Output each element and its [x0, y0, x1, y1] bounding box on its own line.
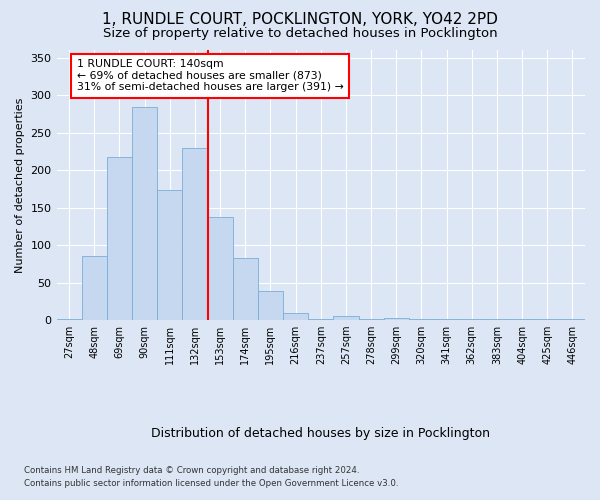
Text: Contains public sector information licensed under the Open Government Licence v3: Contains public sector information licen…	[24, 478, 398, 488]
Text: Contains HM Land Registry data © Crown copyright and database right 2024.: Contains HM Land Registry data © Crown c…	[24, 466, 359, 475]
Bar	[182, 148, 208, 320]
Bar	[383, 318, 409, 320]
Bar	[82, 256, 107, 320]
Text: 1, RUNDLE COURT, POCKLINGTON, YORK, YO42 2PD: 1, RUNDLE COURT, POCKLINGTON, YORK, YO42…	[102, 12, 498, 28]
Bar	[283, 312, 308, 320]
X-axis label: Distribution of detached houses by size in Pocklington: Distribution of detached houses by size …	[151, 427, 490, 440]
Bar	[208, 216, 233, 320]
Text: Size of property relative to detached houses in Pocklington: Size of property relative to detached ho…	[103, 28, 497, 40]
Bar	[132, 107, 157, 320]
Bar	[157, 190, 182, 320]
Text: 1 RUNDLE COURT: 140sqm
← 69% of detached houses are smaller (873)
31% of semi-de: 1 RUNDLE COURT: 140sqm ← 69% of detached…	[77, 59, 343, 92]
Bar	[233, 258, 258, 320]
Bar	[334, 316, 359, 320]
Y-axis label: Number of detached properties: Number of detached properties	[15, 98, 25, 273]
Bar	[107, 156, 132, 320]
Bar	[258, 291, 283, 320]
